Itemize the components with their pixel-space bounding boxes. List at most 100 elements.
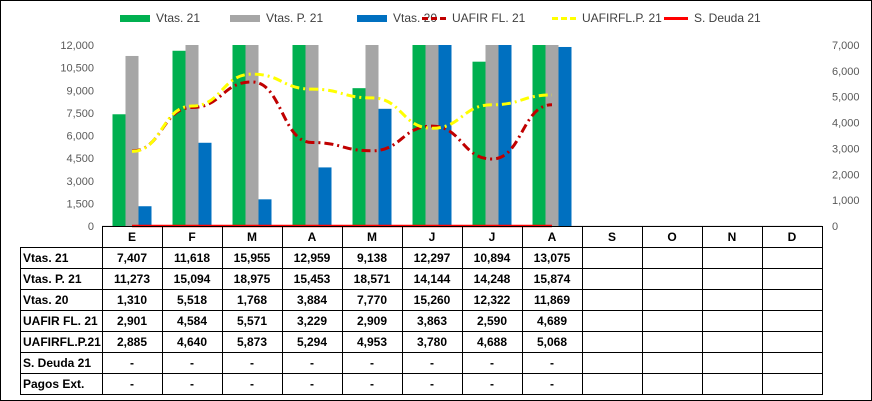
bar-1-a [292, 45, 306, 226]
table-cell [581, 331, 643, 353]
bar-2-a [545, 45, 559, 226]
table-cell: 11,273 [101, 268, 163, 290]
right-axis-tick-label: 3,000 [832, 143, 860, 155]
table-cell: 18,975 [221, 268, 283, 290]
row-label: UAFIR FL. 21 [20, 310, 103, 332]
table-row: Vtas. P. 21 11,273 15,094 18,975 15,453 18,57… [20, 268, 823, 290]
table-cell [701, 373, 763, 395]
left-axis-tick-label: 1,500 [66, 198, 94, 210]
table-cell [701, 310, 763, 332]
right-axis-tick-label: 4,000 [832, 118, 860, 130]
table-cell: 12,959 [281, 247, 343, 269]
bar-3-e [138, 206, 152, 226]
column-header: F [161, 226, 223, 248]
column-header: A [521, 226, 583, 248]
table-cell: 11,869 [521, 289, 583, 311]
table-cell [761, 352, 823, 374]
table-cell [641, 289, 703, 311]
bar-3-m [258, 199, 272, 226]
legend-label: UAFIRFL.P. 21 [582, 11, 662, 25]
bar-2-m [245, 45, 259, 226]
table-cell: - [521, 373, 583, 395]
row-label: Pagos Ext. [20, 373, 103, 395]
bar-3-j [438, 45, 452, 226]
table-cell: - [341, 352, 403, 374]
chart-legend: Vtas. 21 Vtas. P. 21 Vtas. 20 UAFIR FL. 21 U… [0, 8, 872, 28]
table-cell [701, 352, 763, 374]
table-cell: 3,229 [281, 310, 343, 332]
legend-line-swatch [552, 16, 576, 20]
legend-bar-swatch [230, 14, 260, 22]
table-cell [761, 331, 823, 353]
row-label: Vtas. 20 [20, 289, 103, 311]
bar-marks [112, 45, 572, 227]
table-cell [701, 331, 763, 353]
table-cell: 4,640 [161, 331, 223, 353]
table-cell [761, 310, 823, 332]
table-cell [761, 373, 823, 395]
bar-1-j [412, 45, 426, 226]
table-cell: - [401, 373, 463, 395]
column-header: A [281, 226, 343, 248]
legend-bar-swatch [357, 14, 387, 22]
table-cell: 3,884 [281, 289, 343, 311]
bar-2-m [365, 45, 379, 226]
bar-1-a [532, 45, 546, 226]
table-row: UAFIRFL.P.21 2,885 4,640 5,873 5,294 4,953 3,7… [20, 331, 823, 353]
table-cell: 7,770 [341, 289, 403, 311]
bar-3-j [498, 45, 512, 226]
column-header: J [401, 226, 463, 248]
table-cell [641, 247, 703, 269]
table-cell: 15,874 [521, 268, 583, 290]
legend-item: Vtas. 20 [357, 8, 437, 28]
legend-item: Vtas. P. 21 [230, 8, 323, 28]
table-row: S. Deuda 21- - - - - - - - [20, 352, 823, 374]
table-cell: 11,618 [161, 247, 223, 269]
legend-item: Vtas. 21 [120, 8, 200, 28]
bar-1-e [112, 114, 126, 226]
table-cell: 10,894 [461, 247, 523, 269]
bar-1-j [472, 61, 486, 227]
bar-1-m [352, 88, 366, 226]
table-cell: 1,310 [101, 289, 163, 311]
legend-label: S. Deuda 21 [694, 11, 761, 25]
left-axis-tick-label: 3,000 [66, 176, 94, 188]
legend-line-swatch [422, 16, 446, 20]
legend-item: UAFIRFL.P. 21 [552, 8, 662, 28]
table-cell: 5,068 [521, 331, 583, 353]
table-cell: 12,297 [401, 247, 463, 269]
table-cell: 4,688 [461, 331, 523, 353]
table-cell: 18,571 [341, 268, 403, 290]
table-cell: 15,260 [401, 289, 463, 311]
left-axis-tick-label: 4,500 [66, 153, 94, 165]
bar-2-j [485, 45, 499, 226]
table-cell [701, 268, 763, 290]
table-cell: - [521, 352, 583, 374]
table-cell [761, 247, 823, 269]
table-cell: - [461, 373, 523, 395]
right-axis-ticks: 0 1,000 2,000 3,000 4,000 5,000 6,000 7,000 [832, 40, 860, 233]
legend-item: UAFIR FL. 21 [422, 8, 525, 28]
table-cell: - [341, 373, 403, 395]
bar-3-m [378, 108, 392, 226]
legend-item: S. Deuda 21 [664, 8, 761, 28]
table-cell: 3,780 [401, 331, 463, 353]
table-cell: - [161, 373, 223, 395]
table-cell: 5,571 [221, 310, 283, 332]
bar-1-m [232, 45, 246, 226]
table-row: UAFIR FL. 21 2,901 4,584 5,571 3,229 2,909 3,8… [20, 310, 823, 332]
table-cell [761, 268, 823, 290]
table-row: Vtas. 20 1,310 5,518 1,768 3,884 7,770 15,260 1… [20, 289, 823, 311]
table-cell: - [101, 352, 163, 374]
table-cell: 1,768 [221, 289, 283, 311]
left-axis-tick-label: 7,500 [66, 108, 94, 120]
bar-2-f [185, 45, 199, 226]
table-cell: - [161, 352, 223, 374]
bar-1-f [172, 50, 186, 226]
right-axis-tick-label: 0 [832, 221, 838, 233]
left-axis-tick-label: 10,500 [60, 63, 94, 75]
table-cell [701, 289, 763, 311]
legend-bar-swatch [120, 14, 150, 22]
table-cell: 7,407 [101, 247, 163, 269]
column-header: S [581, 226, 643, 248]
